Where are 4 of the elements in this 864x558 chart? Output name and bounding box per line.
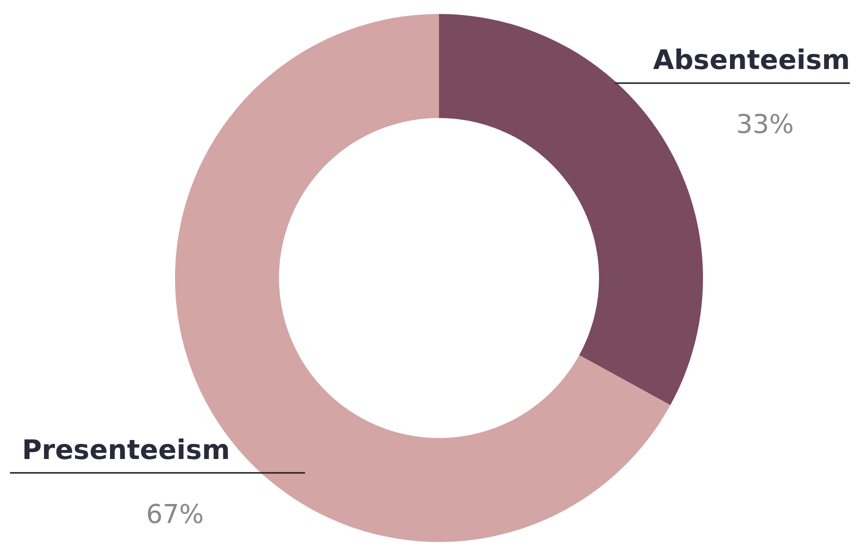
slice-label: Absenteeism bbox=[653, 45, 850, 76]
data-label: 67% bbox=[146, 500, 204, 530]
slice-label: Presenteeism bbox=[22, 434, 230, 466]
data-label: 33% bbox=[736, 110, 794, 140]
